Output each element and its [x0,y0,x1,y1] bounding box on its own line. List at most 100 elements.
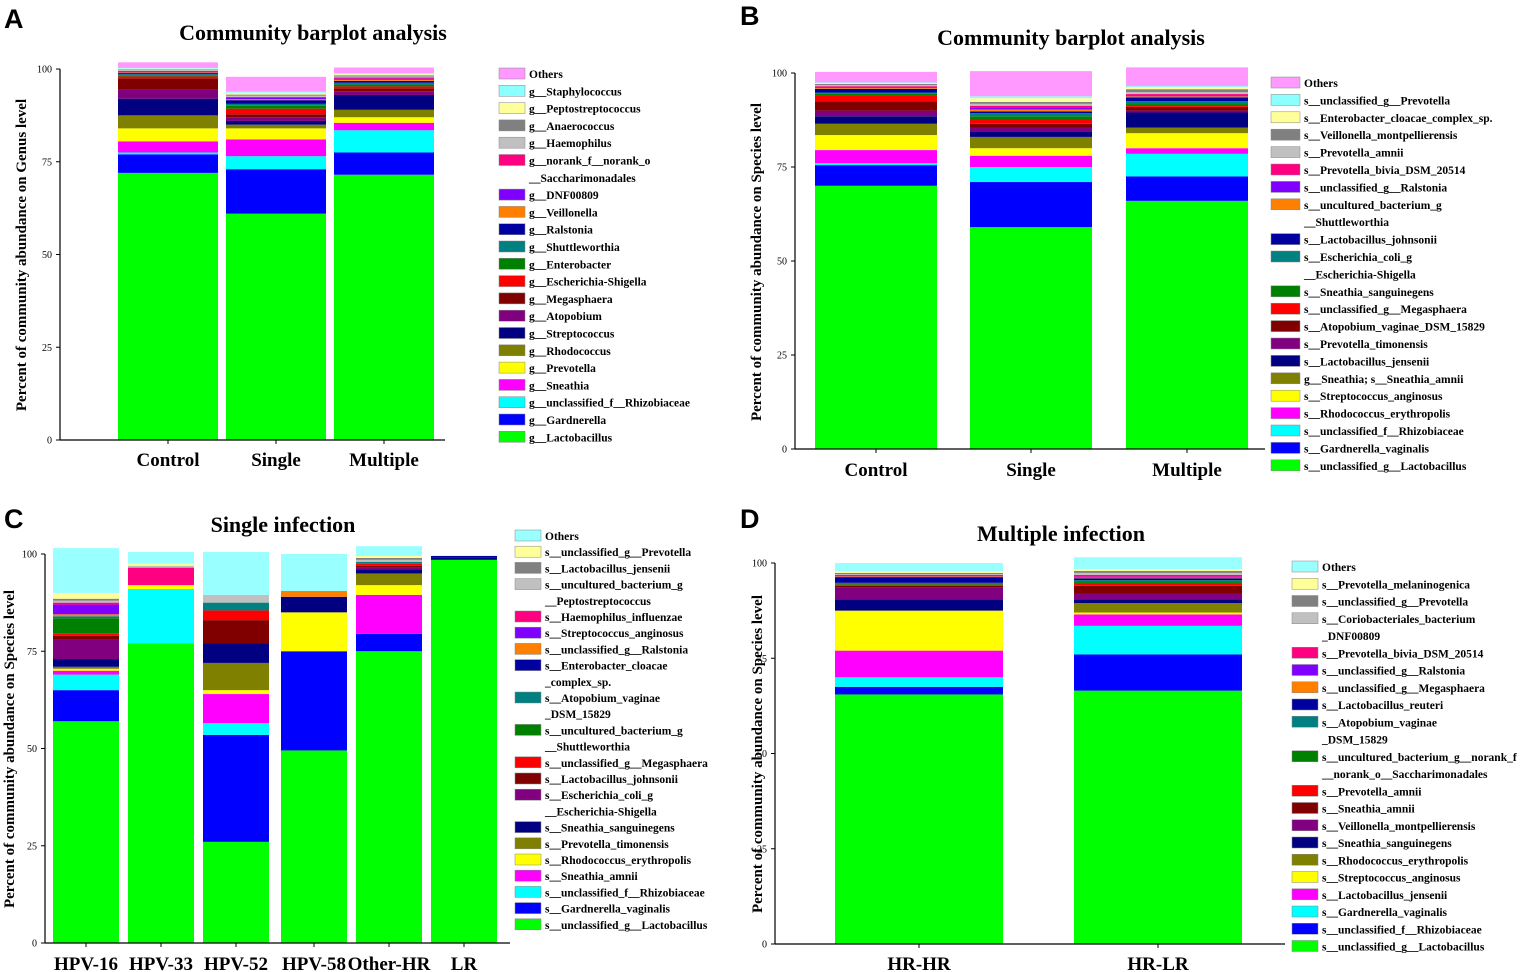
legend-label: Others [545,531,579,543]
bar-segment [815,95,937,102]
bar-segment [835,563,1003,571]
bar-segment [1074,557,1242,570]
legend-swatch [1291,819,1319,831]
legend-swatch [1291,681,1319,693]
legend-swatch [1270,285,1301,298]
legend-label: g__Peptostreptococcus [529,104,641,116]
bar-segment [970,136,1092,149]
legend-swatch [1291,716,1319,728]
y-tick-label: 25 [42,343,52,354]
legend-label: __Saccharimonadales [528,173,636,185]
bar-segment [815,93,937,96]
bar-segment [128,563,194,566]
legend-label: _DSM_15829 [544,709,611,721]
bar-segment [226,91,326,93]
legend-label: s__unclassified_g__Lactobacillus [1322,942,1485,954]
bar-segment [334,86,434,89]
x-category-label: Control [845,460,908,481]
y-tick-label: 50 [27,744,37,755]
legend-label: g__Sneathia [529,380,589,392]
legend-swatch [514,691,542,704]
legend-swatch [1270,128,1301,141]
legend-swatch [1270,407,1301,419]
y-tick-label: 75 [777,163,787,174]
legend-label: s__Rhodococcus_erythropolis [1322,855,1469,867]
legend-label: s__unclassified_g__Lactobacillus [1304,461,1467,473]
bar-segment [1074,593,1242,600]
legend-swatch [1270,337,1301,350]
bar-segment [334,117,434,123]
legend-label: s__Sneathia_amnii [1322,804,1415,816]
legend-swatch [1270,233,1301,245]
bar-segment [1074,577,1242,579]
legend-label: g__Anaerococcus [529,121,615,133]
bar-segment [203,662,269,691]
legend-swatch [498,292,526,305]
bar-segment [1126,97,1248,102]
bar-segment [203,643,269,663]
y-tick-label: 0 [47,436,52,447]
bar-segment [970,101,1092,104]
bar-segment [1126,127,1248,134]
bar-segment [1074,599,1242,603]
legend-label: g__Prevotella [529,363,596,375]
bar-segment [835,677,1003,687]
legend-label: s__unclassified_g__Ralstonia [1322,666,1465,678]
bar-segment [226,95,326,97]
bar-segment [203,841,269,943]
bar-segment [118,71,218,73]
legend-label: s__Escherichia_coli_g [545,790,653,802]
bar-segment [815,101,937,111]
legend-swatch [498,206,526,218]
chart-title: Community barplot analysis [179,20,447,45]
bar-segment [356,569,422,574]
legend-label: s__Haemophilus_influenzae [545,612,682,624]
legend-label: __Shuttleworthia [544,742,630,754]
legend-label: Others [529,69,563,81]
bar-segment [1074,572,1242,575]
legend-label: g__DNF00809 [529,190,599,202]
legend-label: s__Escherichia_coli_g [1304,252,1412,264]
y-tick-label: 0 [32,939,37,950]
bar-segment [1126,67,1248,87]
bar-segment [118,141,218,153]
x-category-label: HPV-52 [204,954,268,972]
bar-segment [118,172,218,440]
y-tick-label: 25 [27,841,37,852]
legend-swatch [1291,560,1319,573]
legend: Others s__unclassified_g__Prevotella s__La… [514,529,708,932]
bar-segment [53,668,119,671]
legend-label: s__Enterobacter_cloacae_complex_sp. [1304,113,1493,125]
bar-segment [1074,580,1242,583]
y-tick-label: 75 [27,647,37,658]
bar-segment [334,76,434,78]
y-tick-label: 100 [22,550,37,561]
legend-label: s__unclassified_g__Prevotella [1322,597,1468,609]
bar-segment [356,585,422,595]
legend-swatch [514,529,542,542]
legend-swatch [1291,578,1319,590]
bar-segment [1074,690,1242,944]
legend-swatch [1291,923,1319,935]
legend-swatch [514,821,542,833]
legend-swatch [1270,424,1301,437]
bar-segment [1126,110,1248,113]
legend-swatch [514,626,542,639]
x-category-label: HPV-33 [129,954,193,972]
legend-label: s__unclassified_f__Rhizobiaceae [1322,924,1482,936]
x-category-label: LR [451,954,478,972]
bar-segment [226,103,326,106]
bar-segment [815,165,937,186]
bar-segment [815,83,937,84]
bar-segment [226,120,326,125]
bar-segment [1074,582,1242,584]
legend-swatch [514,772,542,785]
bar-segment [281,590,347,597]
y-tick-label: 25 [777,351,787,362]
bar-segment [203,602,269,611]
legend-label: s__Prevotella_timonensis [1304,339,1428,351]
legend-swatch [1270,320,1301,332]
legend-label: __Peptostreptococcus [544,596,651,608]
legend-label: g__Shuttleworthia [529,242,620,254]
legend-swatch [498,379,526,391]
